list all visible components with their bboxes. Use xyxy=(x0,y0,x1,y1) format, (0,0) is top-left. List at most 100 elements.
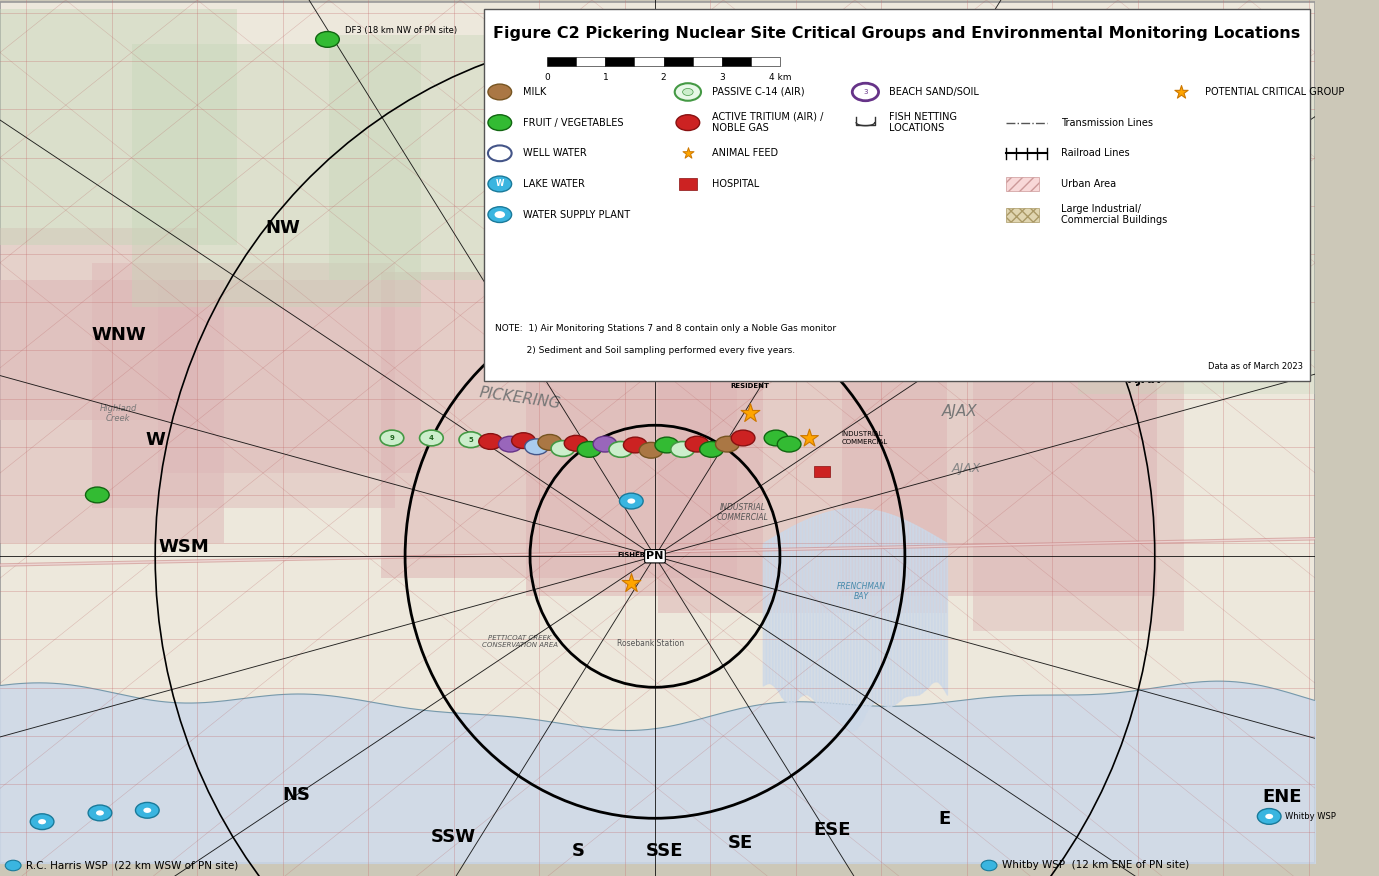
Bar xyxy=(721,57,750,66)
Circle shape xyxy=(623,437,647,453)
Text: NE
AJAX: NE AJAX xyxy=(1128,358,1161,386)
Circle shape xyxy=(488,207,512,223)
Text: FRENCHMAN
BAY: FRENCHMAN BAY xyxy=(837,582,885,601)
Text: FISHER: FISHER xyxy=(618,552,645,558)
Text: AJAX: AJAX xyxy=(942,404,978,420)
Text: 1: 1 xyxy=(603,73,608,81)
Text: S: S xyxy=(572,843,585,860)
Bar xyxy=(1078,88,1316,394)
Text: SSE: SSE xyxy=(645,843,683,860)
Text: Transmission Lines: Transmission Lines xyxy=(1062,117,1153,128)
Text: BEACH SAND/SOIL: BEACH SAND/SOIL xyxy=(889,87,979,97)
Bar xyxy=(974,324,1183,631)
Text: PETTICOAT CREEK
CONSERVATION AREA: PETTICOAT CREEK CONSERVATION AREA xyxy=(481,635,557,647)
Bar xyxy=(692,57,721,66)
Circle shape xyxy=(495,211,505,218)
Text: 9: 9 xyxy=(389,435,394,441)
Bar xyxy=(576,57,605,66)
Circle shape xyxy=(85,487,109,503)
Text: 4: 4 xyxy=(429,435,434,441)
Circle shape xyxy=(683,88,694,95)
Bar xyxy=(634,57,663,66)
Circle shape xyxy=(731,430,754,446)
Circle shape xyxy=(716,436,739,452)
Circle shape xyxy=(593,436,616,452)
Circle shape xyxy=(488,84,512,100)
Circle shape xyxy=(552,441,575,456)
Circle shape xyxy=(488,115,512,131)
Text: HOSPITAL: HOSPITAL xyxy=(712,179,758,189)
Circle shape xyxy=(525,439,549,455)
Text: NE AJAX: NE AJAX xyxy=(1165,335,1229,349)
Text: R.C. Harris WSP  (22 km WSW of PN site): R.C. Harris WSP (22 km WSW of PN site) xyxy=(26,860,239,871)
Bar xyxy=(131,44,421,307)
Circle shape xyxy=(498,436,523,452)
Text: 4 km: 4 km xyxy=(768,73,792,81)
Circle shape xyxy=(419,430,443,446)
Circle shape xyxy=(852,83,878,101)
Text: WATER SUPPLY PLANT: WATER SUPPLY PLANT xyxy=(524,209,630,220)
Text: NNE: NNE xyxy=(1084,230,1125,247)
Bar xyxy=(841,263,1157,596)
Circle shape xyxy=(610,442,633,457)
Bar xyxy=(157,280,421,473)
Text: N: N xyxy=(976,173,992,191)
Bar xyxy=(658,307,947,613)
Text: Railroad Lines: Railroad Lines xyxy=(1062,148,1129,159)
Text: NS: NS xyxy=(281,787,310,804)
Bar xyxy=(750,57,781,66)
Circle shape xyxy=(619,493,643,509)
Text: PICKERING: PICKERING xyxy=(477,385,561,412)
Circle shape xyxy=(97,810,103,816)
Circle shape xyxy=(982,860,997,871)
Point xyxy=(621,576,643,590)
Text: Urban Area: Urban Area xyxy=(1062,179,1117,189)
Circle shape xyxy=(316,32,339,47)
Circle shape xyxy=(670,442,695,457)
Circle shape xyxy=(459,432,483,448)
Text: AJAX: AJAX xyxy=(952,463,982,475)
Circle shape xyxy=(488,176,512,192)
Circle shape xyxy=(1258,809,1281,824)
Text: 5.0 km: 5.0 km xyxy=(611,277,641,286)
Text: NNW: NNW xyxy=(521,153,571,171)
Bar xyxy=(658,44,815,245)
Text: MILK: MILK xyxy=(524,87,546,97)
Text: NW: NW xyxy=(265,219,301,237)
Circle shape xyxy=(488,145,512,161)
Bar xyxy=(1007,208,1038,222)
Point xyxy=(1091,293,1113,307)
Text: Whitby WSP: Whitby WSP xyxy=(1285,812,1336,821)
Circle shape xyxy=(564,435,587,451)
Text: 3: 3 xyxy=(863,89,867,95)
Text: W: W xyxy=(495,180,503,188)
Circle shape xyxy=(764,430,787,446)
Bar xyxy=(0,280,223,543)
Point xyxy=(798,431,821,445)
Circle shape xyxy=(578,442,601,457)
Circle shape xyxy=(135,802,159,818)
Bar xyxy=(328,35,592,280)
Text: 0: 0 xyxy=(545,73,550,81)
Bar xyxy=(382,272,736,578)
Text: ENE: ENE xyxy=(1263,788,1302,806)
Circle shape xyxy=(699,442,724,457)
Text: PASSIVE C-14 (AIR): PASSIVE C-14 (AIR) xyxy=(712,87,804,97)
Text: WELL WATER: WELL WATER xyxy=(524,148,587,159)
Text: 5: 5 xyxy=(469,437,473,442)
Text: E: E xyxy=(938,810,950,828)
Bar xyxy=(605,57,634,66)
Text: LAKE WATER: LAKE WATER xyxy=(524,179,585,189)
Text: 2) Sediment and Soil sampling performed every five years.: 2) Sediment and Soil sampling performed … xyxy=(495,346,794,355)
Text: FRUIT / VEGETABLES: FRUIT / VEGETABLES xyxy=(524,117,623,128)
Text: Rosebank Station: Rosebank Station xyxy=(618,639,684,648)
Circle shape xyxy=(479,434,502,449)
Point xyxy=(1169,85,1191,99)
Text: 2: 2 xyxy=(661,73,666,81)
Bar xyxy=(663,57,692,66)
Circle shape xyxy=(674,83,701,101)
Circle shape xyxy=(640,442,663,458)
Circle shape xyxy=(30,814,54,830)
Text: WSM: WSM xyxy=(159,539,210,556)
Text: Data as of March 2023: Data as of March 2023 xyxy=(1208,362,1303,371)
